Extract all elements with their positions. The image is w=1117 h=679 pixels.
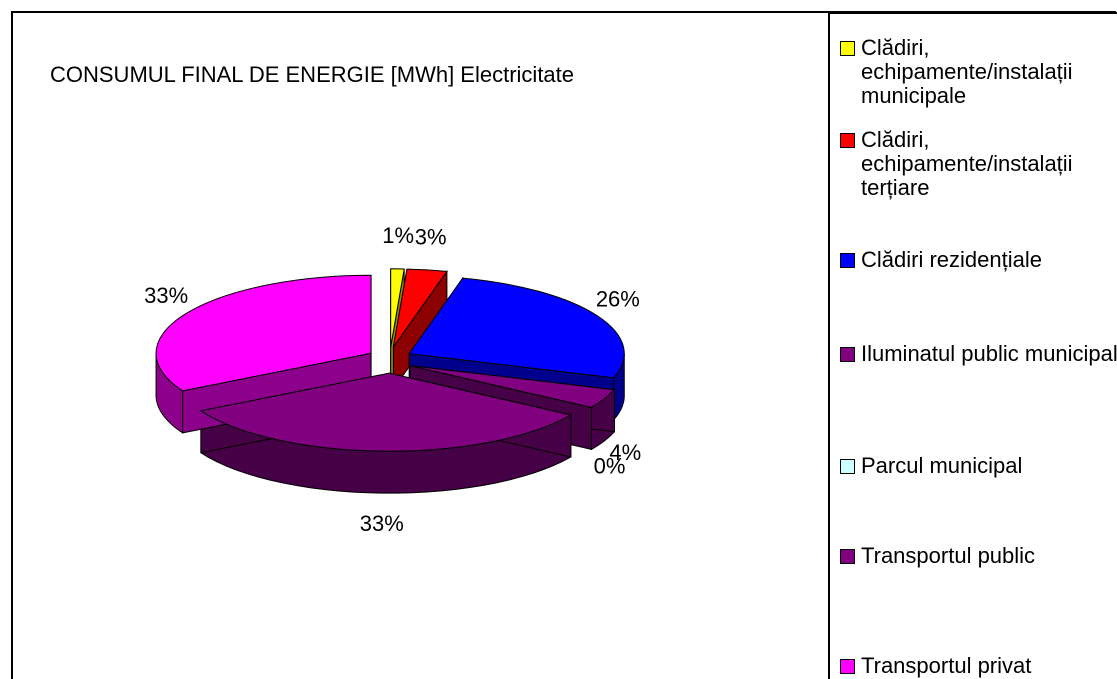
legend-swatch	[840, 41, 855, 56]
chart-title: CONSUMUL FINAL DE ENERGIE [MWh] Electric…	[50, 62, 574, 87]
legend-item: Iluminatul public municipal	[840, 342, 1117, 366]
legend-swatch	[840, 459, 855, 474]
legend-item: Parcul municipal	[840, 454, 1117, 478]
slice	[155, 274, 372, 392]
legend-swatch	[840, 133, 855, 148]
data-label: 33%	[144, 283, 188, 308]
legend-label: Transportul public	[861, 543, 1036, 568]
legend-swatch	[840, 549, 855, 564]
slice	[409, 365, 616, 408]
slice	[392, 268, 448, 348]
data-label: 1%	[382, 223, 414, 248]
legend-item: Transportul privat	[840, 654, 1117, 678]
legend-item: Clădiri, echipamente/instalații municipa…	[840, 36, 1117, 108]
legend-swatch	[840, 253, 855, 268]
legend-label: Clădiri, echipamente/instalații municipa…	[861, 35, 1073, 108]
data-label: 26%	[596, 287, 640, 312]
legend: Clădiri, echipamente/instalații municipa…	[828, 12, 1117, 679]
slice	[390, 268, 405, 347]
slice	[408, 277, 625, 379]
data-label: 33%	[360, 511, 404, 536]
legend-label: Clădiri rezidențiale	[861, 247, 1042, 272]
legend-label: Transportul privat	[861, 653, 1032, 678]
legend-swatch	[840, 659, 855, 674]
slice	[199, 372, 573, 452]
legend-label: Parcul municipal	[861, 453, 1023, 478]
data-label: 0%	[594, 454, 626, 479]
legend-label: Clădiri, echipamente/instalații terțiare	[861, 127, 1073, 200]
legend-item: Clădiri rezidențiale	[840, 248, 1117, 272]
legend-swatch	[840, 347, 855, 362]
data-label: 3%	[415, 224, 447, 249]
legend-item: Clădiri, echipamente/instalații terțiare	[840, 128, 1117, 200]
tops	[155, 268, 625, 452]
legend-item: Transportul public	[840, 544, 1117, 568]
data-label: 4%	[609, 440, 641, 465]
legend-label: Iluminatul public municipal	[861, 341, 1117, 366]
